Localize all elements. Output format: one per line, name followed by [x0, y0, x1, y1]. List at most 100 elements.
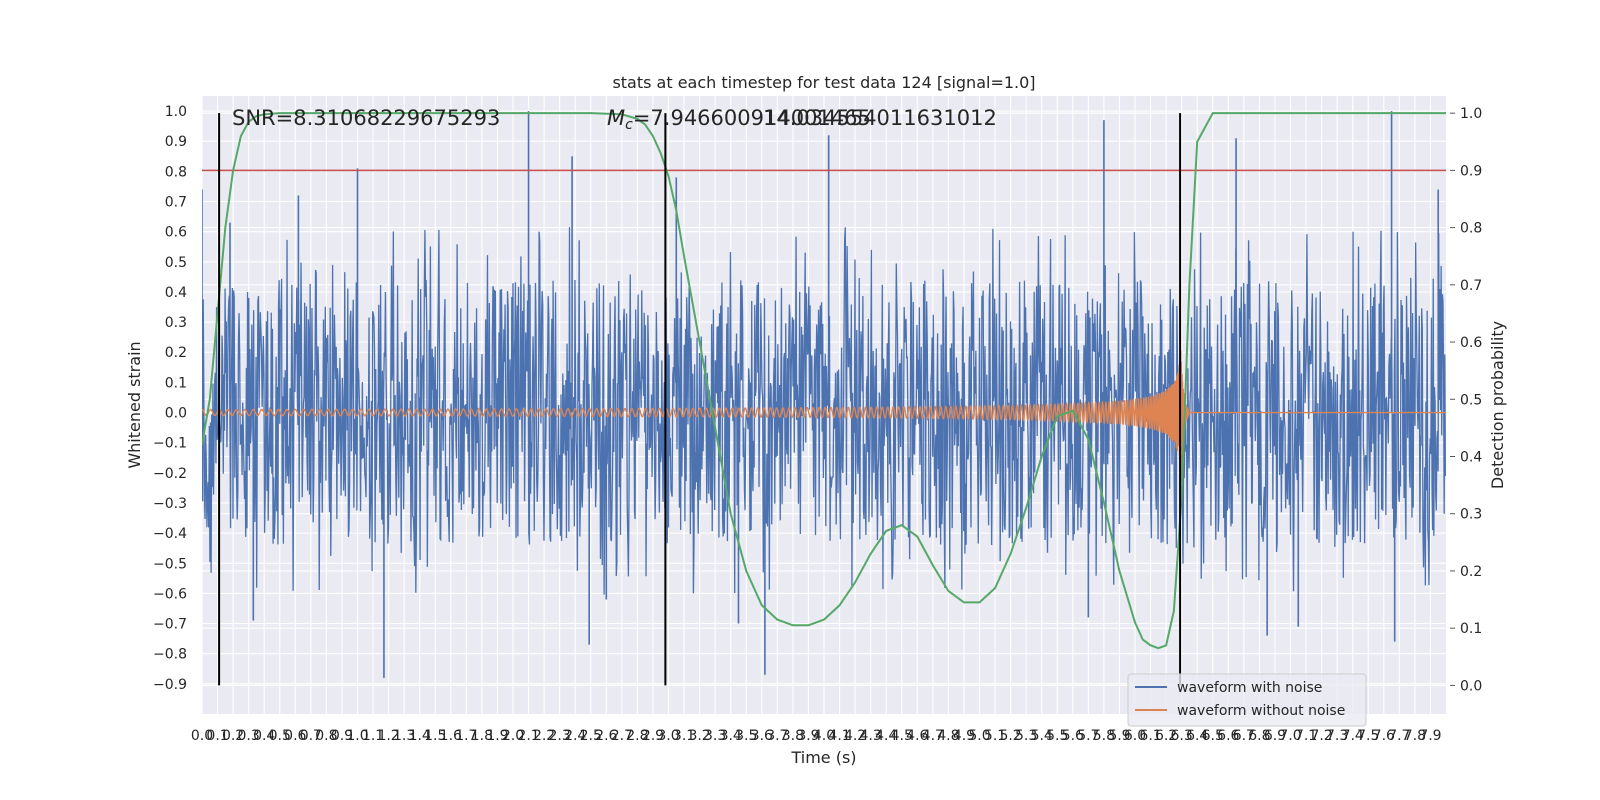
x-tick-label: 4.7 [922, 728, 944, 744]
y-tick-label: 0.1 [165, 375, 187, 391]
y-tick-label: 0.7 [165, 195, 187, 211]
x-tick-label: 6.0 [1124, 728, 1146, 744]
x-tick-label: 5.2 [999, 728, 1021, 744]
x-tick-label: 7.9 [1419, 728, 1441, 744]
x-tick-label: 5.7 [1077, 728, 1099, 744]
chart-title: stats at each timestep for test data 124… [612, 73, 1035, 92]
x-tick-label: 7.3 [1326, 728, 1348, 744]
y-right-tick-label: 0.5 [1460, 392, 1482, 408]
y-axis-label: Whitened strain [125, 341, 144, 468]
y-right-tick-label: 1.0 [1460, 106, 1482, 122]
x-tick-label: 6.4 [1186, 728, 1208, 744]
x-tick-label: 4.3 [860, 728, 882, 744]
x-tick-label: 3.9 [797, 728, 819, 744]
y-right-tick-labels: 0.0 0.1 0.2 0.3 0.4 0.5 0.6 0.7 0.8 0.9 1.0 [1450, 106, 1482, 694]
x-tick-label: 7.1 [1295, 728, 1317, 744]
y-tick-label: 0.0 [165, 406, 187, 422]
x-tick-label: 1.1 [362, 728, 384, 744]
x-tick-label: 6.3 [1171, 728, 1193, 744]
y-tick-label: −0.7 [153, 617, 187, 633]
x-tick-label: 3.5 [735, 728, 757, 744]
x-tick-label: 1.2 [377, 728, 399, 744]
x-tick-label: 2.5 [580, 728, 602, 744]
x-tick-label: 3.6 [751, 728, 773, 744]
x-tick-label: 2.2 [533, 728, 555, 744]
y-tick-label: 0.6 [165, 225, 187, 241]
vertical-markers [218, 113, 1182, 686]
x-tick-label: 1.6 [440, 728, 462, 744]
x-tick-label: 5.4 [1031, 728, 1053, 744]
x-tick-label: 5.8 [1093, 728, 1115, 744]
x-tick-label: 2.3 [549, 728, 571, 744]
y-tick-label: 1.0 [165, 104, 187, 120]
y-tick-label: 0.2 [165, 345, 187, 361]
x-tick-label: 2.6 [595, 728, 617, 744]
x-tick-label: 2.8 [626, 728, 648, 744]
x-tick-label: 4.6 [906, 728, 928, 744]
snr-annotation: SNR=8.31068229675293 [232, 106, 500, 130]
x-tick-label: 0.7 [300, 728, 322, 744]
x-tick-label: 4.8 [937, 728, 959, 744]
x-tick-label: 1.0 [346, 728, 368, 744]
legend-label-clean: waveform without noise [1177, 703, 1345, 719]
x-tick-label: 3.7 [766, 728, 788, 744]
y-tick-label: −0.6 [153, 586, 187, 602]
x-tick-label: 7.4 [1342, 728, 1364, 744]
y-tick-label: 0.9 [165, 134, 187, 150]
x-tick-label: 4.4 [875, 728, 897, 744]
x-tick-label: 4.0 [813, 728, 835, 744]
x-tick-label: 4.2 [844, 728, 866, 744]
x-tick-label: 5.3 [1015, 728, 1037, 744]
x-tick-label: 0.3 [238, 728, 260, 744]
x-tick-label: 5.6 [1062, 728, 1084, 744]
x-tick-label: 7.5 [1357, 728, 1379, 744]
x-tick-label: 0.6 [284, 728, 306, 744]
x-tick-label: 1.4 [409, 728, 431, 744]
y-tick-label: 0.4 [165, 285, 187, 301]
y-right-tick-label: 0.1 [1460, 621, 1482, 637]
y-right-tick-label: 0.6 [1460, 335, 1482, 351]
x-tick-label: 5.1 [984, 728, 1006, 744]
x-tick-label: 3.0 [657, 728, 679, 744]
waveform-without-noise-series [202, 350, 1446, 482]
x-tick-label: 5.5 [1046, 728, 1068, 744]
x-tick-label: 5.9 [1108, 728, 1130, 744]
x-tick-label: 0.8 [315, 728, 337, 744]
x-tick-label: 6.7 [1233, 728, 1255, 744]
x-tick-label: 1.8 [471, 728, 493, 744]
legend-box [1127, 673, 1367, 727]
x-tick-label: 7.0 [1279, 728, 1301, 744]
x-tick-label: 6.8 [1248, 728, 1270, 744]
x-tick-label: 1.9 [486, 728, 508, 744]
chirp-mass-annotation: Mc=7.946600914001465 [607, 106, 871, 133]
y-tick-label: −0.3 [153, 496, 187, 512]
x-tick-label: 7.2 [1310, 728, 1332, 744]
x-tick-label: 3.1 [673, 728, 695, 744]
x-tick-label: 4.1 [828, 728, 850, 744]
y-tick-label: −0.2 [153, 466, 187, 482]
x-tick-label: 0.9 [331, 728, 353, 744]
x-tick-label: 5.0 [968, 728, 990, 744]
x-tick-label: 6.2 [1155, 728, 1177, 744]
x-tick-label: 0.1 [206, 728, 228, 744]
x-tick-label: 7.7 [1388, 728, 1410, 744]
y-right-axis-label: Detection probability [1488, 321, 1507, 489]
x-tick-label: 1.7 [455, 728, 477, 744]
x-tick-label: 3.3 [704, 728, 726, 744]
y-tick-label: −0.5 [153, 556, 187, 572]
y-tick-label: −0.8 [153, 647, 187, 663]
x-tick-label: 4.5 [891, 728, 913, 744]
x-tick-label: 0.2 [222, 728, 244, 744]
y-right-tick-label: 0.9 [1460, 163, 1482, 179]
y-right-tick-label: 0.2 [1460, 564, 1482, 580]
x-tick-label: 1.3 [393, 728, 415, 744]
y-right-tick-label: 0.4 [1460, 450, 1482, 466]
y-tick-label: −0.4 [153, 526, 187, 542]
legend-label-noise: waveform with noise [1177, 680, 1322, 696]
x-tick-label: 0.4 [253, 728, 275, 744]
mass-annotation: 14.034554011631012 [763, 106, 997, 130]
y-tick-label: 0.8 [165, 164, 187, 180]
x-tick-label: 6.6 [1217, 728, 1239, 744]
x-tick-label: 7.6 [1373, 728, 1395, 744]
